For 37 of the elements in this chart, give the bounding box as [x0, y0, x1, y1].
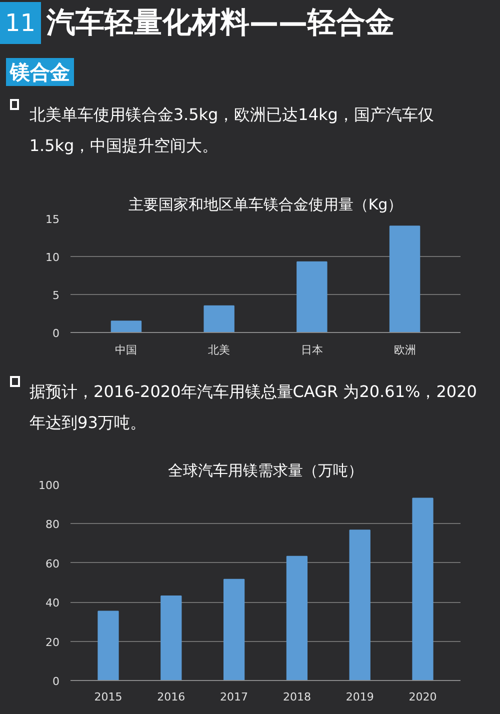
- y-tick-label: 0: [52, 327, 60, 340]
- text: 镁合金: [6, 58, 74, 86]
- y-tick-label: 40: [46, 596, 60, 610]
- y-tick-label: 100: [38, 479, 60, 492]
- x-tick-label: 日本: [300, 344, 323, 356]
- bar: [286, 556, 308, 680]
- y-tick-label: 0: [52, 675, 60, 688]
- bar: [389, 226, 420, 332]
- y-tick-label: 60: [46, 557, 60, 570]
- x-tick-label: 2019: [346, 690, 374, 704]
- text: 汽车轻量化材料——轻合金: [46, 4, 395, 42]
- y-tick-label: 20: [46, 636, 60, 649]
- x-tick-label: 北美: [208, 344, 230, 356]
- text: 11: [0, 2, 41, 44]
- x-tick-label: 2020: [408, 690, 437, 704]
- bar: [349, 530, 370, 680]
- x-tick-label: 2017: [220, 690, 248, 704]
- y-tick-label: 80: [46, 518, 60, 532]
- bar: [160, 596, 182, 680]
- x-tick-label: 2016: [157, 690, 186, 704]
- text: 北美单车使用镁合金3.5kg，欧洲已达14kg，国产汽车仅1.5kg，中国提升空间大。: [29, 104, 435, 157]
- bar: [98, 610, 119, 680]
- x-tick-label: 欧洲: [394, 344, 416, 356]
- bar: [223, 578, 245, 680]
- x-tick-label: 2015: [94, 690, 122, 704]
- y-tick-label: 5: [52, 289, 60, 302]
- chart-title: 主要国家和地区单车镁合金使用量（Kg）: [128, 196, 403, 214]
- bar: [110, 320, 142, 332]
- bar: [296, 261, 328, 332]
- text: 据预计，2016-2020年汽车用镁总量CAGR 为20.61%，2020 年达到93万吨。: [30, 381, 478, 434]
- y-tick-label: 10: [46, 251, 60, 264]
- y-tick-label: 15: [46, 213, 60, 226]
- bar: [412, 498, 434, 680]
- x-tick-label: 中国: [115, 344, 138, 356]
- chart-title: 全球汽车用镁需求量（万吨）: [168, 462, 363, 480]
- x-tick-label: 2018: [282, 690, 311, 704]
- bar: [204, 305, 234, 332]
